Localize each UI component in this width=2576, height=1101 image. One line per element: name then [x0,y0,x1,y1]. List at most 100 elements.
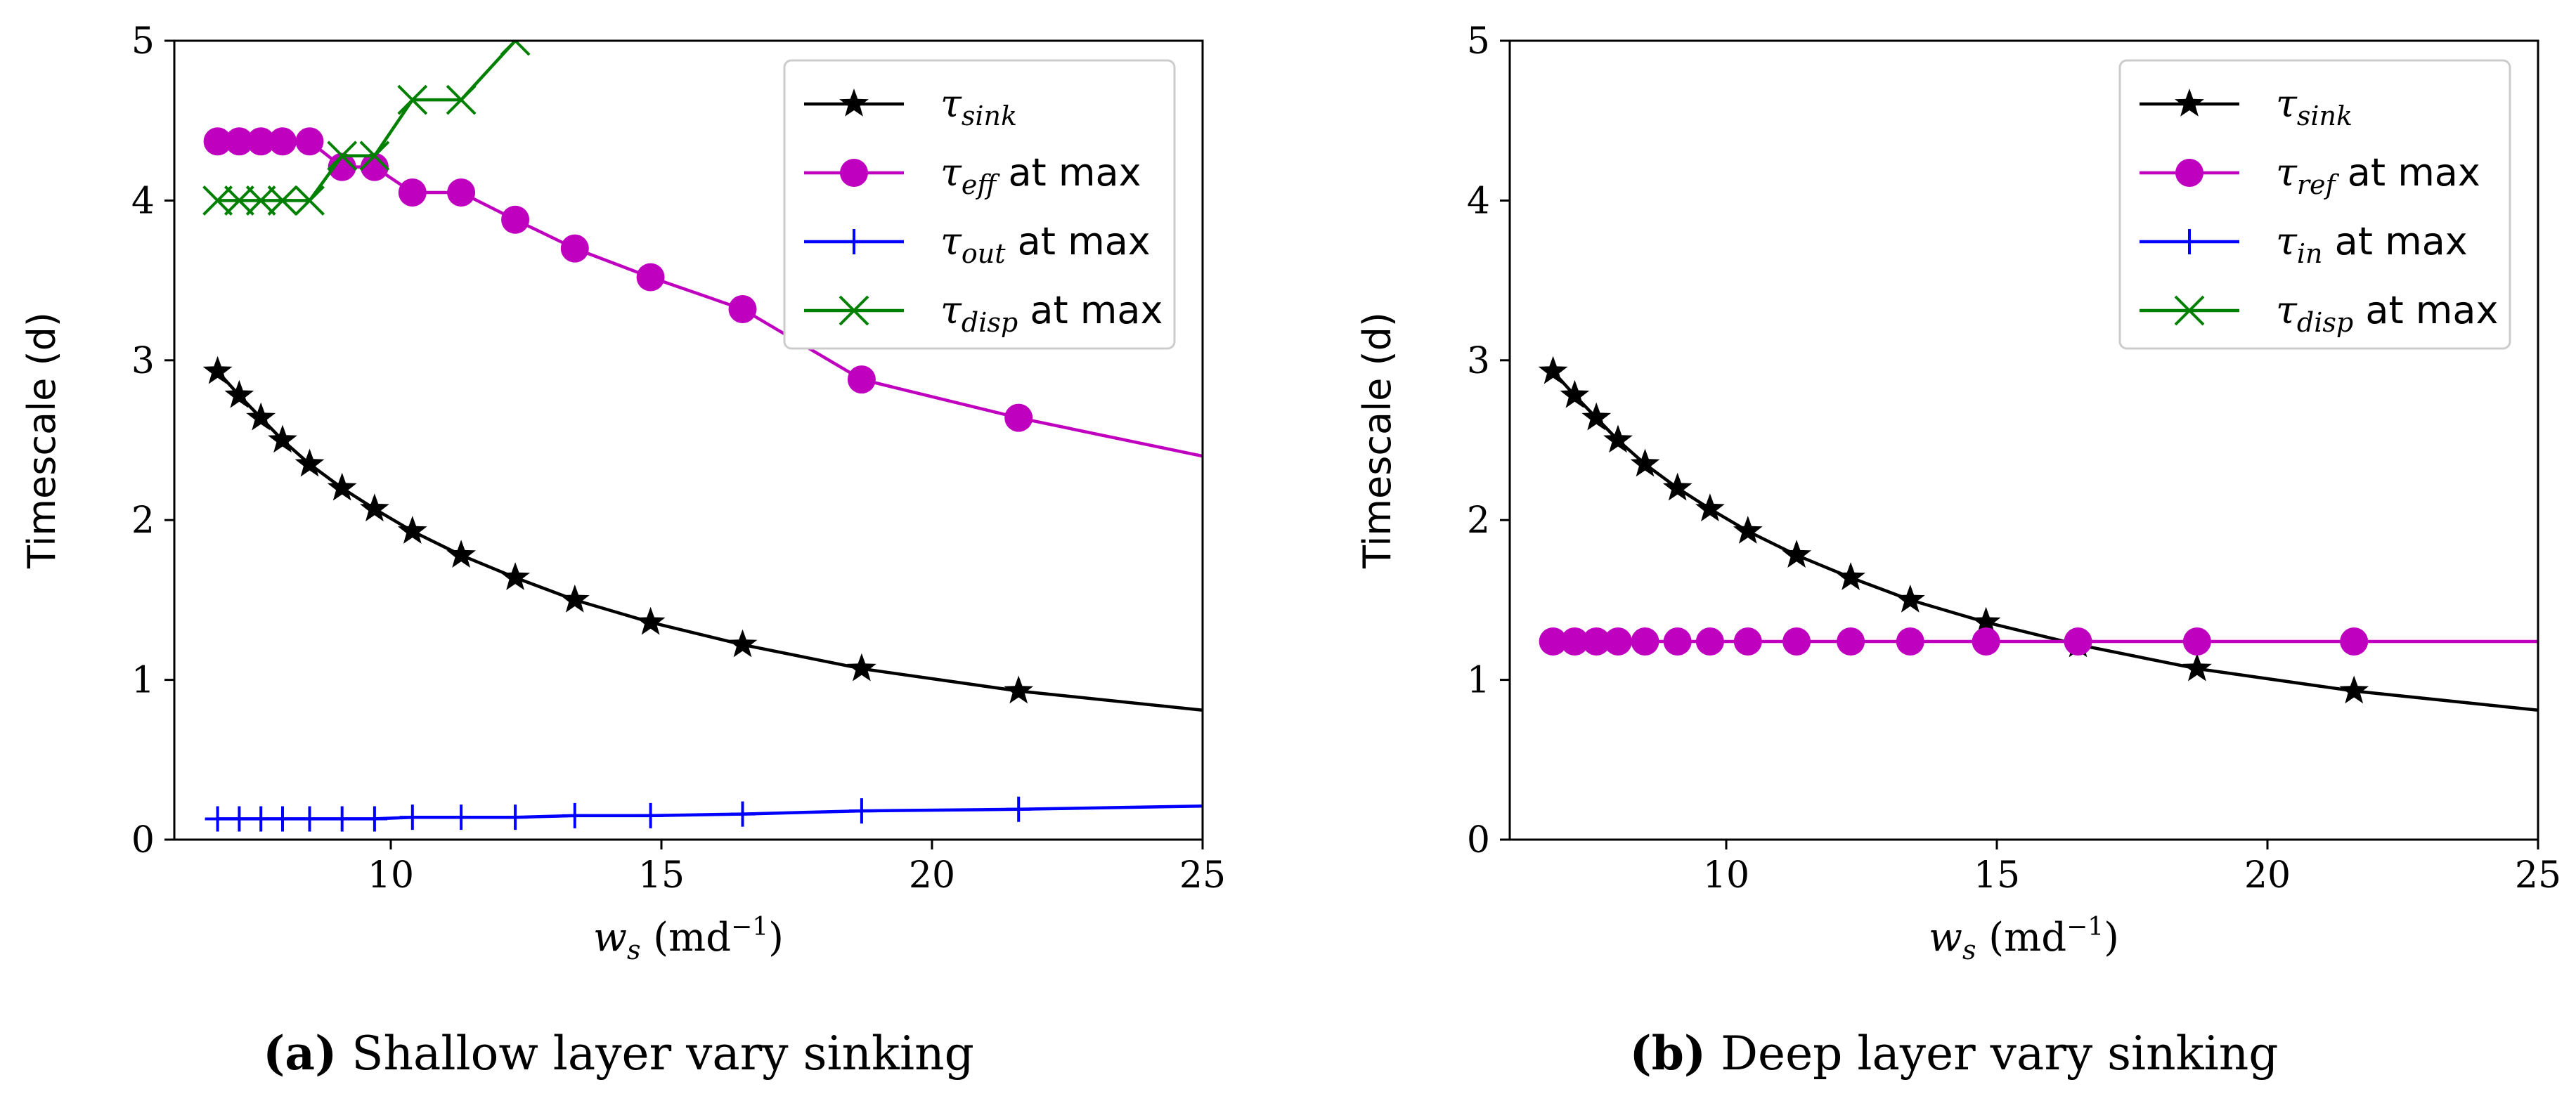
data-point-tau-disp [202,185,233,216]
data-point-tau-sink [1560,379,1590,408]
data-point-tau-sink [360,493,389,522]
data-point-tau-out [361,806,387,832]
y-tick-label: 5 [131,20,155,63]
data-point-tau-out [399,804,425,830]
data-point-tau-eff [847,365,876,394]
x-tick-label: 25 [2515,854,2561,897]
data-point-tau-eff [203,127,232,156]
series-tau-out [205,796,1203,832]
data-point-tau-disp [224,185,254,216]
legend-marker-tau-disp [2174,295,2205,326]
data-point-tau-out [562,802,588,828]
legend-label-tau-out: τout at max [940,219,1151,269]
legend-label-tau-disp: τdisp at max [940,288,1163,338]
series-tau-eff [203,127,1203,458]
legend-item-tau-out: τout at max [804,219,1151,269]
data-point-tau-sink [246,402,276,431]
data-point-tau-sink [500,562,530,590]
plot-area [1538,356,2538,712]
data-point-tau-eff [328,152,356,181]
series-tau-ref [1539,627,2538,656]
legend-item-tau-sink: τsink [2140,82,2352,131]
data-point-tau-ref [1631,627,1659,656]
x-tick-label: 10 [368,854,414,897]
data-point-tau-eff [447,178,476,207]
data-point-tau-sink [1695,493,1725,522]
data-point-tau-eff [560,234,589,263]
data-point-tau-out [637,802,664,828]
data-point-tau-eff [268,127,297,156]
panel-a: 10 15 20 25 0 1 2 3 4 5 ws (md−1) Timescale (d) τsin… [20,20,1226,1081]
y-tick-label: 0 [1467,819,1490,861]
data-point-tau-ref [1663,627,1692,656]
data-point-tau-disp [267,185,298,216]
data-point-tau-ref [2340,627,2369,656]
data-point-tau-disp [359,141,390,171]
legend-frame [783,59,1176,350]
data-point-tau-sink [1004,675,1034,704]
data-point-tau-ref [1837,627,1865,656]
data-point-tau-eff [1004,403,1033,432]
data-point-tau-eff [247,127,276,156]
data-point-tau-ref [1972,627,2000,656]
x-axis-label: ws (md−1) [593,913,784,965]
series-line-tau-sink [1551,370,2538,712]
data-point-tau-out [226,806,252,832]
data-point-tau-sink [847,653,876,682]
data-point-tau-sink [224,379,254,408]
data-point-tau-out [503,804,529,830]
data-point-tau-sink [1662,472,1692,501]
y-tick-label: 4 [1467,180,1490,222]
legend-marker-tau-sink [839,89,869,117]
y-tick-label: 5 [1467,20,1490,63]
data-point-tau-disp [500,41,531,56]
series-tau-sink [202,356,1203,712]
data-point-tau-sink [1782,540,1811,568]
y-tick-label: 1 [1467,660,1490,702]
data-point-tau-ref [2182,627,2211,656]
data-point-tau-eff [225,127,254,156]
legend-marker-tau-out [841,229,867,254]
data-point-tau-sink [2339,675,2369,704]
data-point-tau-out [297,806,323,832]
data-point-tau-ref [1782,627,1811,656]
data-point-tau-ref [1604,627,1632,656]
legend: τsink τeff at max τout at max τdisp at max [783,59,1176,350]
legend-marker-tau-disp [839,295,869,326]
data-point-tau-disp [327,141,358,171]
data-point-tau-ref [1539,627,1567,656]
data-point-tau-out [270,806,295,832]
panel-b: 10 15 20 25 0 1 2 3 4 5 ws (md−1) Timescale (d) τsin… [1355,20,2561,1081]
data-point-tau-sink [202,356,233,384]
plot-area [202,41,1203,832]
x-tick-label: 10 [1703,854,1749,897]
y-axis-label: Timescale (d) [20,312,64,569]
data-point-tau-sink [1630,448,1660,477]
legend-item-tau-in: τin at max [2140,219,2468,269]
x-tick-label: 20 [2244,854,2291,897]
legend-marker-tau-ref [2175,159,2203,187]
data-point-tau-disp [295,185,325,216]
legend-marker-tau-in [2177,229,2202,254]
data-point-tau-sink [1581,402,1612,431]
legend-label-tau-sink: τsink [2276,82,2352,131]
data-point-tau-sink [1836,562,1865,590]
data-point-tau-eff [728,295,757,324]
legend-frame [2118,59,2511,350]
y-tick-label: 2 [1467,500,1490,542]
data-point-tau-sink [727,629,758,658]
x-tick-label: 15 [1974,854,2020,897]
series-line-tau-sink [216,370,1203,712]
data-point-tau-eff [398,178,427,207]
legend-item-tau-disp: τdisp at max [804,288,1163,338]
y-tick-label: 4 [131,180,155,222]
data-point-tau-eff [501,205,530,234]
data-point-tau-sink [1733,516,1763,544]
series-tau-disp [202,41,531,216]
y-tick-label: 2 [131,500,155,542]
data-point-tau-out [1006,796,1032,822]
y-tick-label: 3 [1467,340,1490,382]
data-point-tau-sink [1603,424,1633,453]
data-point-tau-sink [446,540,476,568]
